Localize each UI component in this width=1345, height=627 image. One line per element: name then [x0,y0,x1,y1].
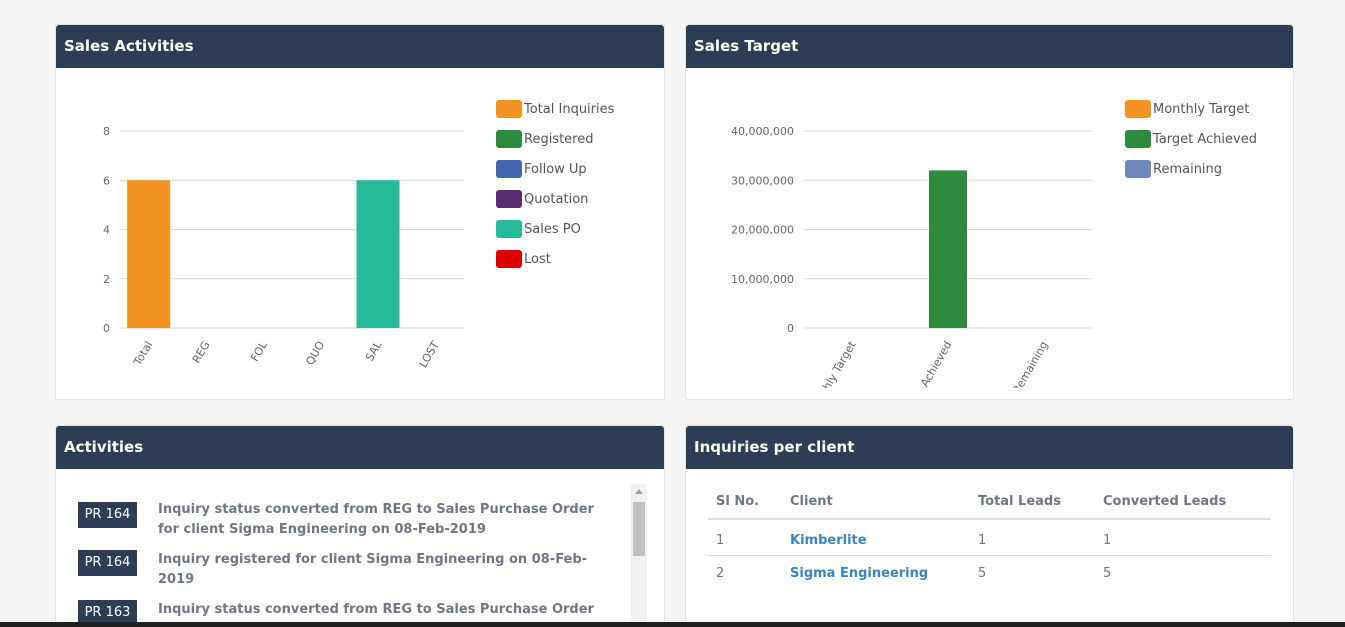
legend-swatch [1125,130,1151,148]
bottom-taskbar [0,622,1345,627]
bar[interactable] [929,170,967,328]
activity-badge: PR 164 [78,550,137,576]
cell-sl: 1 [708,519,782,556]
y-tick-label: 8 [103,125,110,138]
sales-target-panel: Sales Target 0 10,000,000 20,000,000 30,000… [685,24,1294,400]
col-converted-leads: Converted Leads [1095,484,1271,520]
legend-label: Registered [524,131,594,147]
legend-swatch [496,100,522,118]
legend-label: Quotation [524,191,589,207]
x-tick-label: SAL [363,338,385,363]
legend-swatch [496,160,522,178]
activities-list: PR 164 Inquiry status converted from REG… [78,484,628,627]
legend-swatch [496,250,522,268]
col-sl-no: Sl No. [708,484,782,520]
cell-converted: 1 [1095,519,1271,556]
bar[interactable] [356,180,400,328]
cell-total: 5 [978,565,987,581]
legend-swatch [1125,160,1151,178]
y-tick-label: 40,000,000 [731,125,794,138]
scrollbar-thumb[interactable] [633,502,645,556]
table-row: 2 Sigma Engineering 5 5 [708,555,1271,591]
y-tick-label: 2 [103,273,110,286]
y-tick-label: 4 [103,224,110,237]
bar[interactable] [127,180,171,328]
sales-activities-title: Sales Activities [56,25,664,68]
legend-label: Follow Up [524,161,587,177]
inquiries-title: Inquiries per client [686,426,1293,469]
legend-item[interactable]: Follow Up [496,154,614,184]
legend-swatch [1125,100,1151,118]
table-row: 1 Kimberlite 1 1 [708,519,1271,556]
col-total-leads: Total Leads [970,484,1095,520]
x-tick-label: LOST [417,339,442,370]
x-tick-label: Remaining [1010,339,1050,388]
table-header-row: Sl No. Client Total Leads Converted Lead… [708,484,1271,520]
activity-text: Inquiry status converted from REG to Sal… [158,502,594,537]
legend-item[interactable]: Total Inquiries [496,94,614,124]
client-link[interactable]: Sigma Engineering [790,565,929,581]
sales-target-legend: Monthly Target Target Achieved Remaining [1125,94,1257,184]
sales-target-title: Sales Target [686,25,1293,68]
activity-badge: PR 164 [78,502,137,528]
legend-label: Target Achieved [1153,131,1257,147]
activities-panel: Activities PR 164 Inquiry status convert… [55,425,665,627]
y-tick-label: 0 [103,322,110,335]
legend-item[interactable]: Monthly Target [1125,94,1257,124]
x-tick-label: QUO [303,339,327,368]
x-tick-label: Monthly Target [807,338,859,388]
legend-swatch [496,190,522,208]
activities-scrollbar[interactable] [631,484,647,627]
legend-label: Lost [524,251,551,267]
sales-activities-legend: Total Inquiries Registered Follow Up Quotat… [496,94,614,274]
activity-item: PR 164 Inquiry status converted from REG… [78,484,628,540]
activity-text: Inquiry registered for client Sigma Engi… [158,552,588,587]
legend-item[interactable]: Sales PO [496,214,614,244]
cell-converted: 5 [1103,565,1112,581]
legend-label: Sales PO [524,221,581,237]
scroll-up-arrow-icon[interactable] [635,489,643,494]
legend-label: Total Inquiries [524,101,615,117]
activity-item: PR 164 Inquiry registered for client Sig… [78,550,628,590]
legend-item[interactable]: Quotation [496,184,614,214]
legend-label: Monthly Target [1153,101,1250,117]
sales-activities-chart: 0 2 4 6 8 Total REG FOL QUO SAL LOST [103,125,464,370]
legend-item[interactable]: Target Achieved [1125,124,1257,154]
client-link[interactable]: Kimberlite [782,519,970,556]
legend-label: Remaining [1153,161,1223,177]
inquiries-panel: Inquiries per client Sl No. Client Total… [685,425,1294,627]
inquiries-table: Sl No. Client Total Leads Converted Lead… [708,484,1271,591]
col-client: Client [782,484,970,520]
y-tick-label: 6 [103,174,110,187]
sales-target-chart: 0 10,000,000 20,000,000 30,000,000 40,000,00… [731,125,1092,388]
y-tick-label: 0 [787,322,794,335]
legend-swatch [496,130,522,148]
y-tick-label: 20,000,000 [731,224,794,237]
x-tick-label: FOL [248,338,270,364]
legend-item[interactable]: Remaining [1125,154,1257,184]
sales-activities-panel: Sales Activities 0 2 4 6 8 Total REG FOL QUO SAL L… [55,24,665,400]
y-tick-label: 30,000,000 [731,174,794,187]
activity-badge: PR 163 [78,600,137,626]
x-tick-label: Total [131,339,156,369]
x-tick-label: REG [190,339,213,366]
legend-item[interactable]: Registered [496,124,614,154]
y-tick-label: 10,000,000 [731,273,794,286]
x-tick-label: Target Achieved [899,339,955,388]
activities-title: Activities [56,426,664,469]
cell-total: 1 [970,519,1095,556]
legend-item[interactable]: Lost [496,244,614,274]
cell-sl: 2 [716,565,725,581]
legend-swatch [496,220,522,238]
